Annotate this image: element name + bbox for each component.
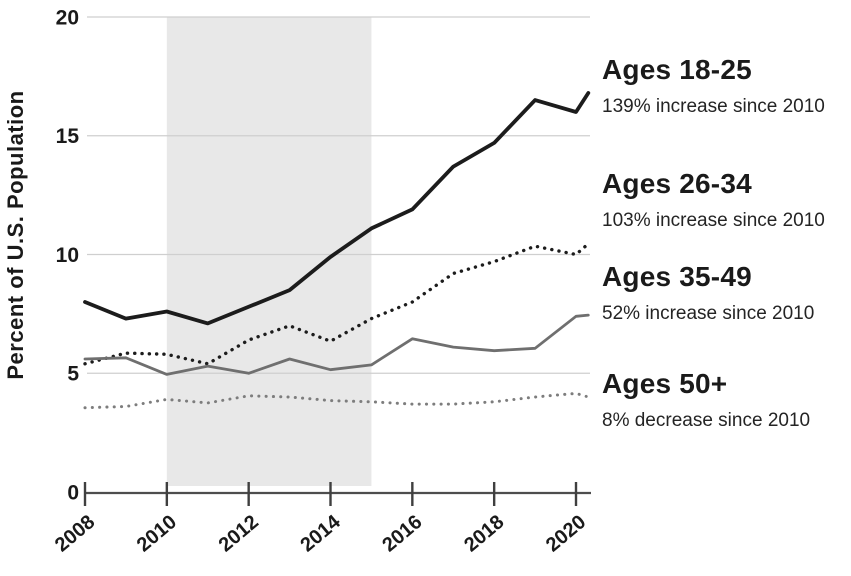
legend-sublabel-ages-50-plus: 8% decrease since 2010 <box>602 410 811 431</box>
y-tick-label-5: 5 <box>67 363 79 386</box>
legend-item-ages-18-25: Ages 18-25 139% increase since 2010 <box>602 54 851 117</box>
legend-item-ages-50-plus: Ages 50+ 8% decrease since 2010 <box>602 368 851 431</box>
legend-item-ages-26-34: Ages 26-34 103% increase since 2010 <box>602 168 851 231</box>
y-tick-label-0: 0 <box>67 481 79 504</box>
legend-sublabel-ages-26-34: 103% increase since 2010 <box>602 210 825 231</box>
y-tick-label-10: 10 <box>56 244 79 267</box>
legend-title-ages-18-25: Ages 18-25 <box>602 54 752 85</box>
series-line-ages-35-49 <box>83 313 590 376</box>
legend-title-ages-26-34: Ages 26-34 <box>602 168 752 199</box>
x-tick-label-2008: 2008 <box>51 511 99 556</box>
x-tick-label-2020: 2020 <box>542 511 590 556</box>
y-tick-label-15: 15 <box>56 125 80 148</box>
series-line-ages-18-25 <box>83 91 591 326</box>
x-tick-label-2016: 2016 <box>378 511 426 556</box>
x-tick-label-2018: 2018 <box>460 511 508 556</box>
legend-title-ages-50-plus: Ages 50+ <box>602 368 728 399</box>
legend-item-ages-35-49: Ages 35-49 52% increase since 2010 <box>602 261 851 324</box>
x-tick-label-2012: 2012 <box>215 511 263 556</box>
y-tick-label-20: 20 <box>56 6 79 29</box>
x-tick-label-2010: 2010 <box>133 511 181 556</box>
legend-sublabel-ages-18-25: 139% increase since 2010 <box>602 96 825 117</box>
legend-title-ages-35-49: Ages 35-49 <box>602 261 752 292</box>
series-line-ages-50- <box>83 391 590 410</box>
x-tick-label-2014: 2014 <box>296 510 345 556</box>
legend-sublabel-ages-35-49: 52% increase since 2010 <box>602 303 815 324</box>
